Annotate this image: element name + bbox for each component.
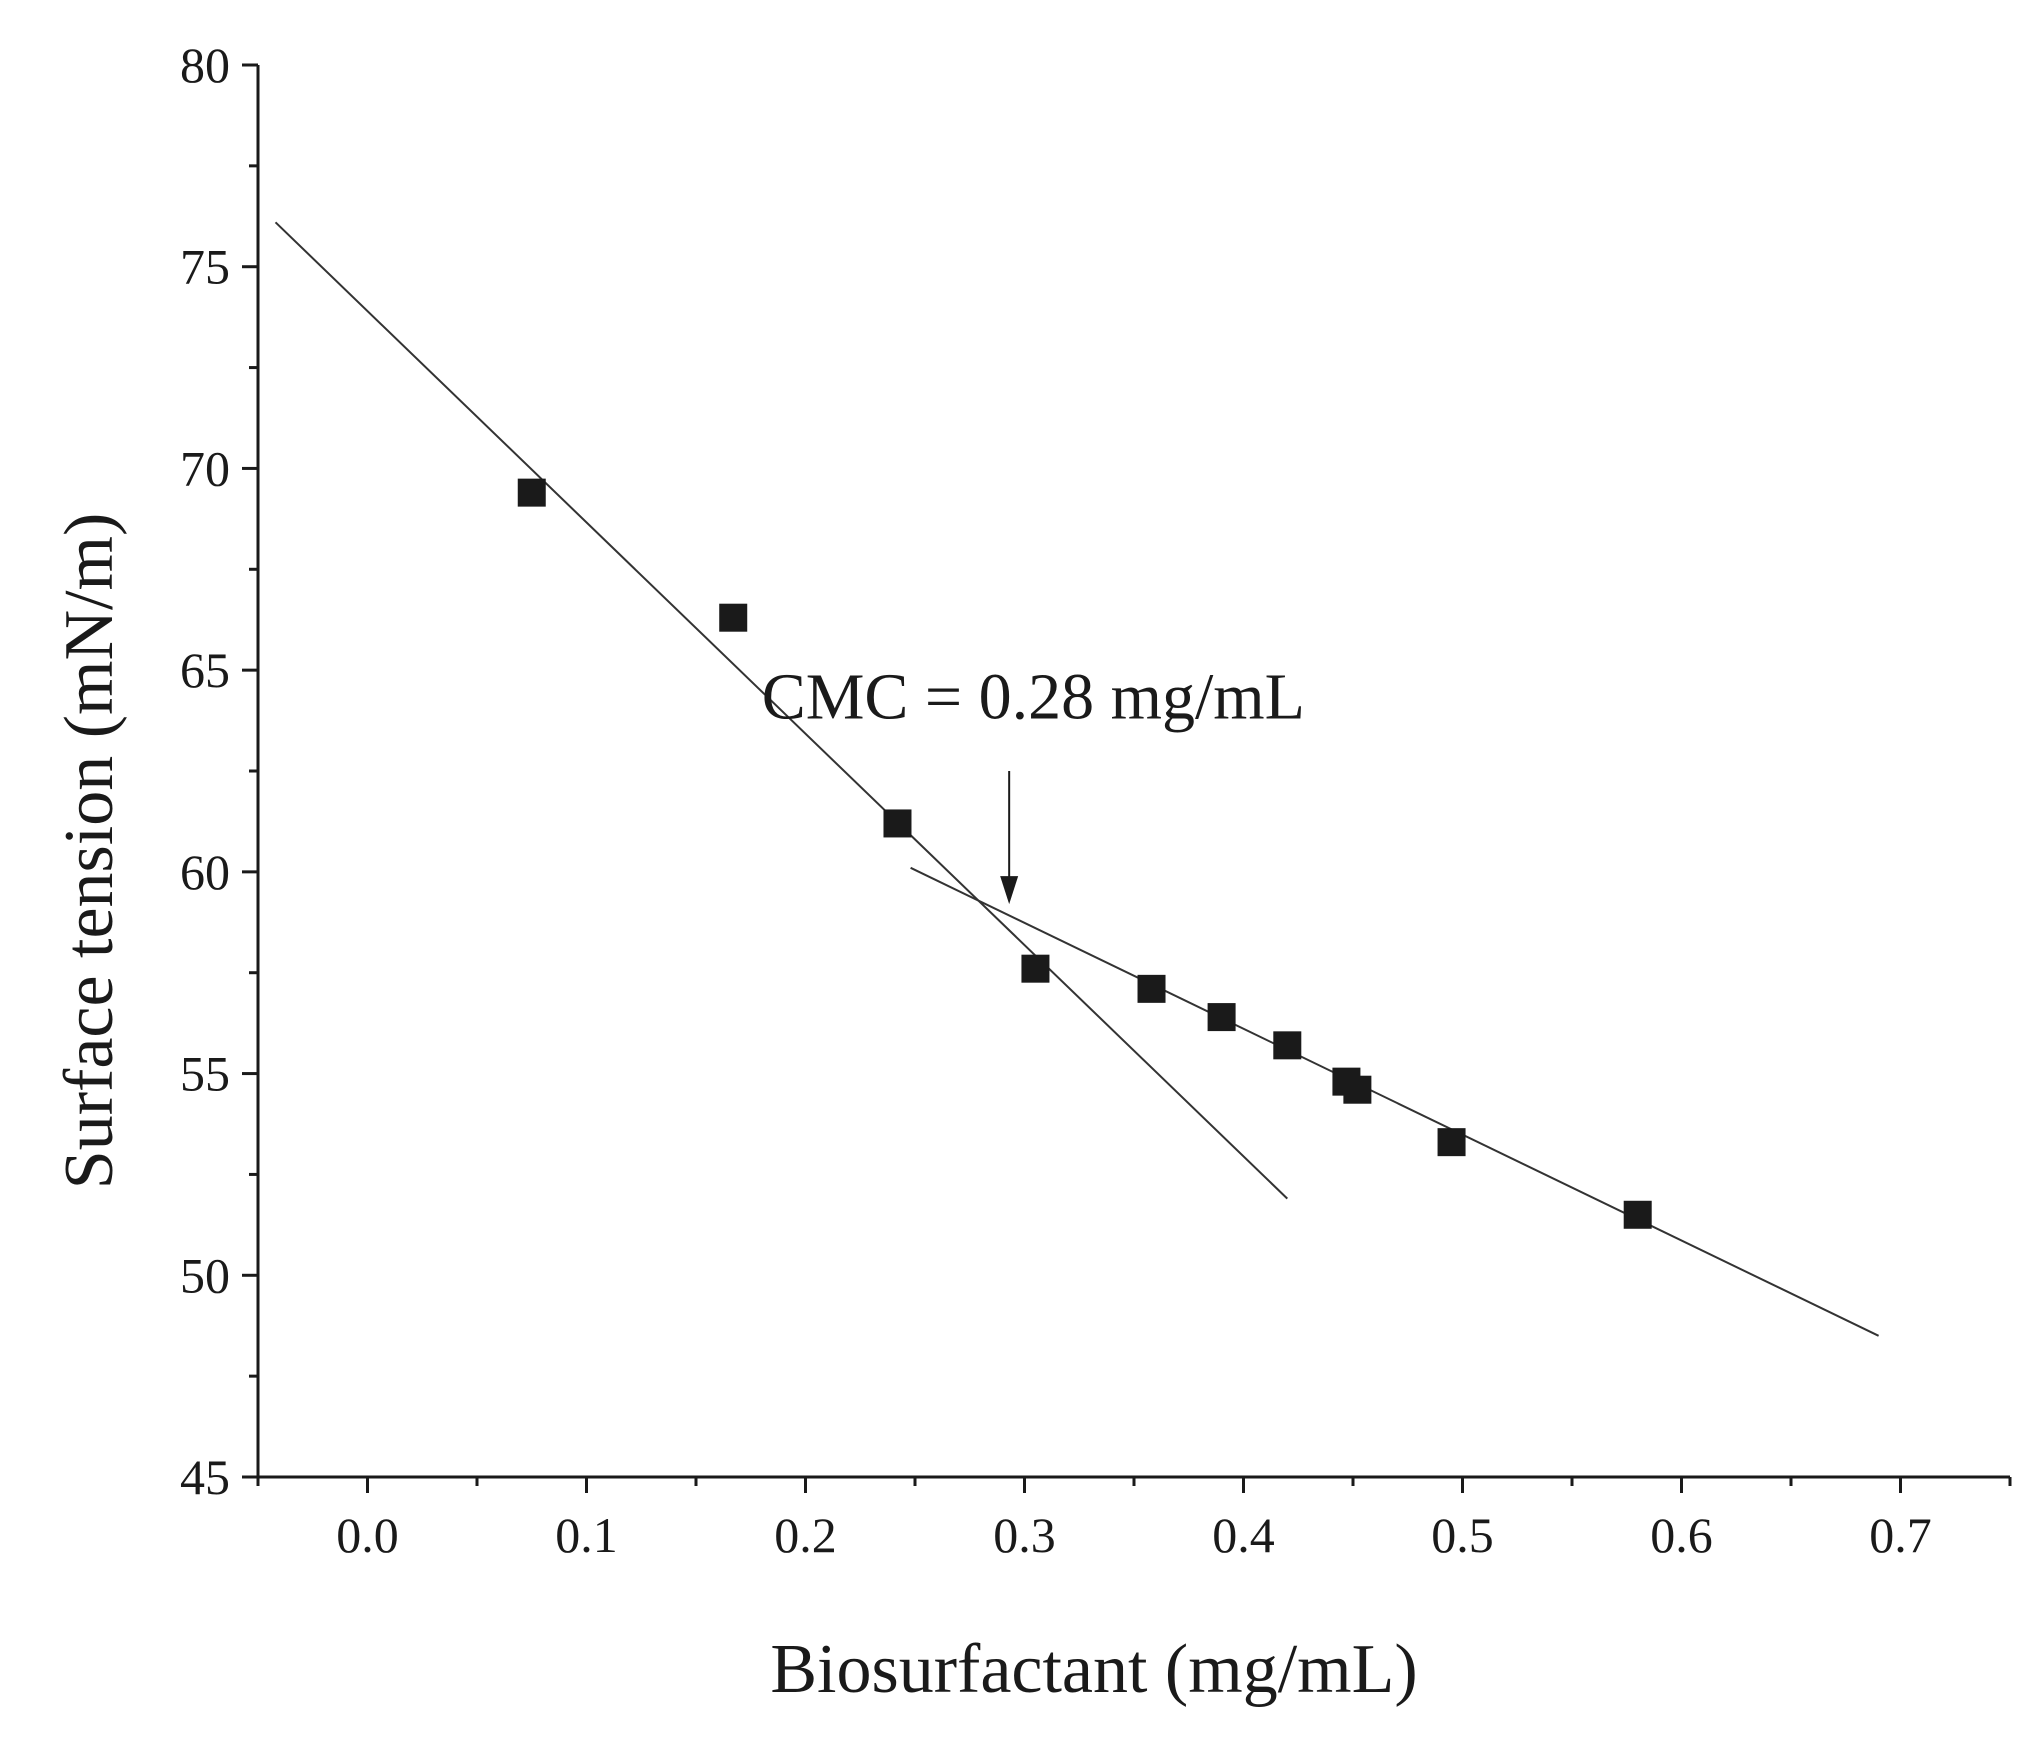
x-tick-label: 0.2	[774, 1507, 837, 1563]
fit-line	[274, 221, 1288, 1200]
data-point	[1273, 1031, 1302, 1060]
x-axis-title: Biosurfactant (mg/mL)	[770, 1631, 1417, 1708]
y-tick-label: 70	[180, 440, 230, 496]
axes	[256, 65, 2010, 1479]
cmc-arrow-head	[1000, 876, 1019, 905]
y-tick-label: 45	[180, 1449, 230, 1505]
y-tick-label: 65	[180, 642, 230, 698]
y-tick-label: 50	[180, 1247, 230, 1303]
data-point	[719, 603, 748, 632]
data-point	[1021, 954, 1050, 983]
y-tick-label: 60	[180, 844, 230, 900]
data-point	[883, 809, 912, 838]
data-point	[1437, 1128, 1466, 1157]
x-tick-label: 0.3	[993, 1507, 1056, 1563]
data-point	[1207, 1003, 1236, 1032]
data-point	[1137, 974, 1166, 1003]
cmc-annotation-label: CMC = 0.28 mg/mL	[762, 661, 1305, 734]
y-tick-label: 80	[180, 37, 230, 93]
x-tick-label: 0.1	[555, 1507, 618, 1563]
cmc-annotation: CMC = 0.28 mg/mL	[762, 661, 1305, 905]
y-axis-title: Surface tension (mN/m)	[51, 513, 128, 1189]
data-point	[1343, 1075, 1372, 1104]
fit-line	[910, 866, 1880, 1337]
y-tick-label: 55	[180, 1046, 230, 1102]
data-point	[517, 478, 546, 507]
x-tick-label: 0.4	[1212, 1507, 1275, 1563]
x-tick-label: 0.5	[1431, 1507, 1494, 1563]
x-tick-label: 0.6	[1650, 1507, 1713, 1563]
y-tick-label: 75	[180, 239, 230, 295]
fit-lines	[274, 221, 1880, 1337]
y-ticks: 45 50 55 60 65 70 75 80	[180, 37, 258, 1505]
x-tick-label: 0.7	[1869, 1507, 1932, 1563]
data-points	[517, 478, 1652, 1229]
x-tick-label: 0.0	[336, 1507, 399, 1563]
x-ticks: 0.0 0.1 0.2 0.3 0.4 0.5 0.6 0.7	[256, 1477, 2012, 1563]
data-point	[1623, 1200, 1652, 1229]
